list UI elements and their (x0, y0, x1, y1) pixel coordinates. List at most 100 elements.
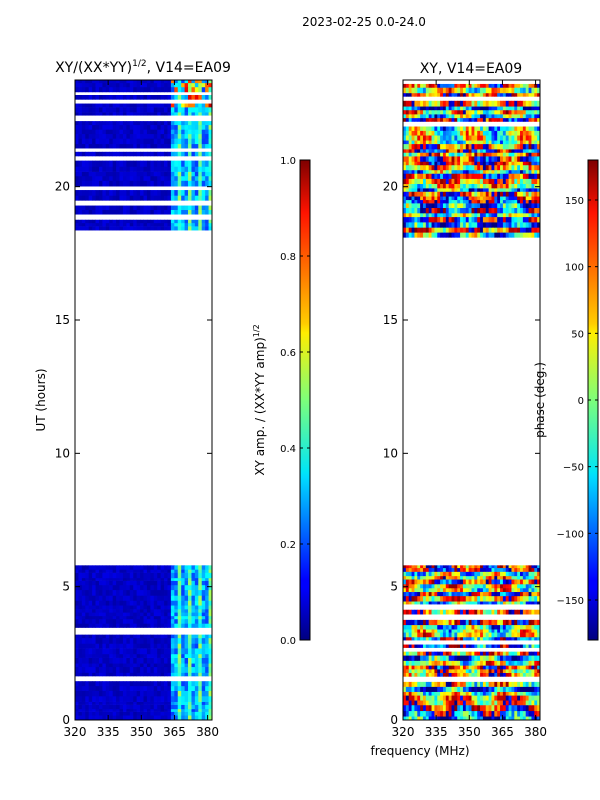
right-heatmap-cell (431, 716, 435, 720)
right-heatmap-cell (465, 571, 470, 577)
left-heatmap-cell (109, 580, 114, 586)
right-heatmap-cell (531, 644, 535, 648)
left-heatmap-cell (198, 643, 203, 649)
right-heatmap-cell (454, 591, 458, 597)
left-heatmap-cell (191, 166, 196, 172)
right-heatmap-cell (445, 665, 450, 670)
right-heatmap-cell (460, 700, 464, 706)
left-heatmap-cell (98, 643, 103, 649)
left-heatmap-cell (98, 672, 103, 677)
right-heatmap-cell (414, 619, 418, 626)
right-heatmap-cell (528, 196, 532, 201)
left-heatmap-cell (150, 205, 155, 210)
right-heatmap-cell (437, 164, 441, 171)
right-heatmap-cell (405, 203, 410, 209)
left-heatmap-cell (92, 103, 96, 108)
left-heatmap-cell (119, 180, 124, 187)
left-heatmap-cell (98, 666, 103, 673)
left-heatmap-cell (140, 711, 144, 716)
left-heatmap-cell (129, 704, 134, 710)
left-heatmap-cell (109, 605, 114, 610)
right-heatmap-cell (534, 199, 538, 204)
left-heatmap-cell (146, 615, 151, 620)
left-heatmap-cell (98, 226, 103, 231)
right-heatmap-cell (505, 651, 509, 656)
left-heatmap-cell (133, 685, 138, 691)
left-heatmap-cell (184, 82, 189, 88)
right-heatmap-cell (462, 601, 467, 605)
right-heatmap-cell (428, 140, 432, 145)
right-heatmap-cell (531, 583, 535, 589)
left-heatmap-cell (75, 589, 79, 596)
right-heatmap-cell (440, 591, 444, 597)
left-heatmap-cell (150, 160, 155, 167)
right-heatmap-cell (403, 651, 407, 656)
right-heatmap-cell (505, 591, 509, 597)
left-heatmap-cell (170, 175, 175, 181)
right-heatmap-cell (505, 672, 509, 677)
left-heatmap-cell (143, 595, 148, 601)
left-heatmap-cell (198, 653, 203, 658)
left-heatmap-cell (160, 711, 165, 716)
left-heatmap-cell (194, 708, 199, 712)
right-heatmap-cell (431, 178, 435, 185)
right-heatmap-cell (420, 716, 424, 720)
left-heatmap-cell (119, 151, 124, 157)
right-heatmap-cell (403, 173, 407, 179)
left-heatmap-cell (143, 190, 148, 196)
left-heatmap-cell (75, 175, 79, 181)
left-heatmap-cell (157, 143, 162, 149)
left-heatmap-cell (85, 672, 90, 677)
left-heatmap-cell (174, 180, 179, 187)
right-heatmap-cell (408, 203, 412, 209)
left-heatmap-cell (119, 637, 124, 644)
right-heatmap-cell (468, 216, 472, 223)
left-heatmap-cell (95, 569, 100, 573)
left-heatmap-cell (116, 715, 120, 720)
right-heatmap-cell (468, 624, 472, 630)
right-heatmap-cell (434, 183, 438, 189)
left-heatmap-cell (112, 623, 117, 628)
right-heatmap-cell (434, 579, 438, 585)
left-heatmap-cell (109, 175, 114, 181)
right-heatmap-cell (525, 191, 529, 197)
right-heatmap-cell (428, 681, 432, 687)
right-heatmap-cell (511, 591, 515, 597)
left-heatmap-cell (95, 681, 100, 687)
right-heatmap-cell (457, 140, 461, 145)
right-heatmap-cell (422, 213, 427, 218)
left-heatmap-cell (174, 672, 179, 677)
left-heatmap-cell (140, 595, 144, 601)
right-heatmap-cell (528, 579, 532, 585)
left-heatmap-cell (119, 112, 124, 116)
left-heatmap-cell (194, 653, 199, 658)
left-heatmap-cell (170, 595, 175, 601)
left-heatmap-cell (136, 121, 141, 126)
right-heatmap-cell (482, 655, 487, 661)
right-heatmap-cell (420, 173, 424, 179)
left-heatmap-cell (136, 565, 141, 570)
right-heatmap-cell (417, 216, 421, 223)
left-heatmap-cell (170, 612, 175, 617)
left-heatmap-cell (167, 589, 172, 596)
right-heatmap-cell (474, 665, 478, 670)
left-heatmap-cell (146, 577, 151, 581)
right-heatmap-cell (482, 227, 487, 233)
left-heatmap-cell (205, 82, 209, 88)
right-heatmap-cell (485, 716, 490, 720)
left-heatmap-cell (78, 715, 83, 720)
right-heatmap-cell (457, 669, 461, 673)
left-heatmap-cell (75, 226, 79, 231)
left-heatmap-cell (95, 80, 100, 84)
right-heatmap-cell (511, 632, 515, 638)
left-heatmap-cell (98, 133, 103, 139)
left-heatmap-cell (133, 124, 138, 130)
right-heatmap-cell (448, 665, 452, 670)
left-heatmap-cell (153, 615, 158, 620)
left-heatmap-cell (177, 666, 182, 673)
left-heatmap-cell (174, 643, 179, 649)
right-heatmap-cell (497, 636, 501, 641)
right-heatmap-cell (508, 199, 512, 204)
left-heatmap-cell (205, 637, 209, 644)
right-heatmap-cell (403, 636, 407, 641)
